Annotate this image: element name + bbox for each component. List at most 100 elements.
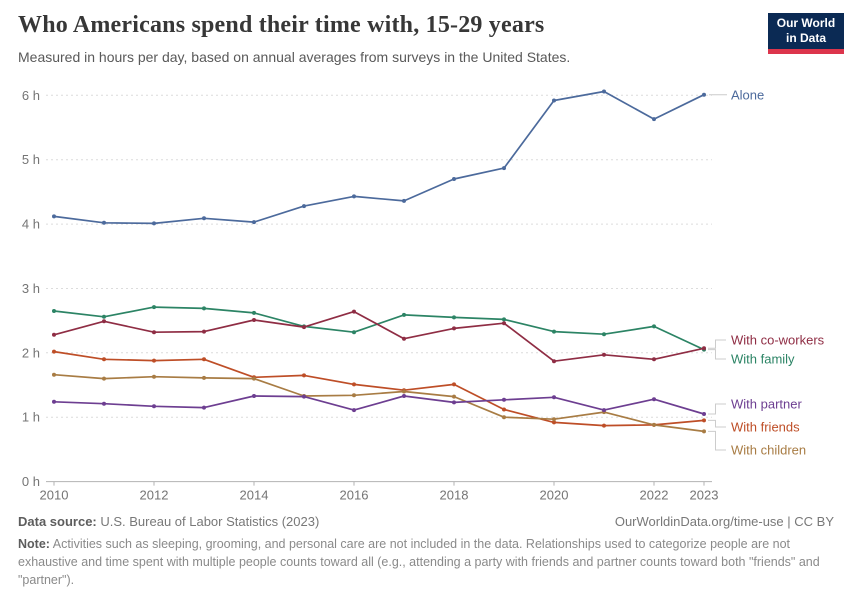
data-point: [702, 418, 706, 423]
owid-logo-line1: Our World: [776, 16, 836, 30]
owid-citation-link[interactable]: OurWorldinData.org/time-use | CC BY: [614, 514, 834, 529]
data-point: [652, 324, 656, 329]
data-point: [552, 98, 556, 103]
data-point: [452, 382, 456, 387]
data-point: [402, 312, 406, 317]
data-point: [352, 194, 356, 199]
data-point: [202, 306, 206, 311]
data-point: [252, 376, 256, 381]
series-line: [53, 306, 705, 351]
x-tick-label: 2018: [440, 488, 469, 503]
data-point: [202, 375, 206, 380]
data-point: [602, 408, 606, 413]
data-point: [552, 417, 556, 422]
data-source-text: U.S. Bureau of Labor Statistics (2023): [96, 514, 320, 529]
series-end-label: Alone: [731, 88, 764, 103]
series-line: [53, 350, 705, 427]
data-point: [52, 309, 56, 313]
series-line: [53, 373, 705, 433]
owid-logo: Our World in Data: [768, 13, 844, 54]
data-point: [602, 89, 606, 94]
data-point: [202, 405, 206, 410]
data-point: [352, 309, 356, 314]
x-tick-label: 2014: [240, 488, 269, 503]
data-point: [302, 204, 306, 209]
data-point: [702, 429, 706, 434]
data-point: [452, 177, 456, 181]
series-end-label: With family: [731, 352, 795, 367]
footer-note: Note: Activities such as sleeping, groom…: [18, 535, 830, 589]
time-use-line-chart: 2010 2012 2014 2016 2018 2020 2022 2023 0 h 1 h 2 …: [22, 88, 825, 503]
label-leader-line: [708, 430, 726, 451]
x-tick-label: 2023: [690, 488, 719, 503]
y-tick-label: 6 h: [22, 88, 40, 103]
data-point: [502, 407, 506, 412]
data-point: [402, 336, 406, 341]
y-tick-label: 5 h: [22, 152, 40, 167]
data-point: [502, 321, 506, 326]
data-point: [352, 382, 356, 387]
data-source-label: Data source:: [18, 514, 97, 529]
y-tick-label: 2 h: [22, 345, 40, 360]
series-end-label: With partner: [731, 397, 802, 412]
data-point: [502, 415, 506, 420]
footer-note-label: Note:: [18, 537, 50, 551]
data-point: [102, 401, 106, 406]
data-point: [252, 394, 256, 398]
x-tick-label: 2016: [340, 488, 369, 503]
owid-logo-line2: in Data: [785, 31, 826, 45]
series-line: [53, 90, 705, 225]
chart-header: Who Americans spend their time with, 15-…: [18, 12, 750, 65]
data-point: [652, 357, 656, 362]
page-subtitle: Measured in hours per day, based on annu…: [18, 49, 571, 65]
data-point: [552, 420, 556, 425]
data-point: [102, 319, 106, 324]
series-end-label: With co-workers: [731, 333, 825, 348]
data-point: [202, 329, 206, 334]
data-point: [452, 315, 456, 320]
label-leader-line: [708, 339, 726, 349]
series-line: [53, 395, 705, 415]
y-tick-label: 0 h: [22, 474, 40, 489]
data-point: [52, 372, 56, 377]
data-point: [152, 404, 156, 409]
data-point: [402, 394, 406, 398]
footer-row: Data source: U.S. Bureau of Labor Statis…: [18, 514, 834, 529]
data-point: [602, 332, 606, 337]
series-end-label: With friends: [731, 420, 800, 435]
data-point: [702, 92, 706, 97]
data-point: [252, 220, 256, 225]
data-point: [702, 412, 706, 416]
data-point: [252, 310, 256, 315]
data-point: [52, 214, 56, 219]
data-point: [252, 318, 256, 322]
y-tick-label: 1 h: [22, 410, 40, 425]
data-point: [102, 357, 106, 362]
data-point: [502, 317, 506, 322]
label-leader-line: [708, 403, 726, 415]
data-point: [602, 423, 606, 428]
data-point: [152, 330, 156, 335]
x-tick-label: 2020: [540, 488, 569, 503]
data-point: [352, 330, 356, 335]
data-point: [52, 399, 56, 404]
data-source-line: Data source: U.S. Bureau of Labor Statis…: [18, 514, 319, 529]
data-point: [152, 221, 156, 226]
data-point: [452, 326, 456, 331]
data-point: [102, 220, 106, 225]
x-tick-label: 2012: [140, 488, 169, 503]
data-point: [502, 397, 506, 402]
data-point: [302, 373, 306, 378]
data-point: [152, 305, 156, 310]
data-point: [452, 400, 456, 405]
data-point: [102, 314, 106, 319]
x-tick-label: 2010: [40, 488, 69, 503]
series-line: [53, 310, 705, 363]
data-point: [452, 394, 456, 399]
data-point: [152, 374, 156, 379]
chart-area: 2010 2012 2014 2016 2018 2020 2022 2023 0 h 1 h 2 …: [0, 78, 850, 512]
x-tick-label: 2022: [640, 488, 669, 503]
series-end-label: With children: [731, 443, 806, 458]
page-title: Who Americans spend their time with, 15-…: [18, 12, 545, 38]
